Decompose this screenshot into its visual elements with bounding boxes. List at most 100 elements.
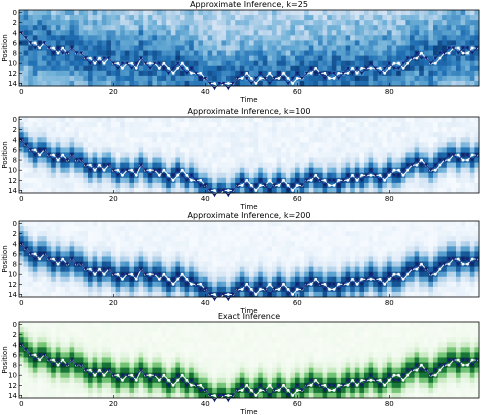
x-tick-label: 80 <box>385 88 394 96</box>
heatmap-cell <box>65 75 70 82</box>
heatmap-cell <box>446 10 452 16</box>
heatmap-cell <box>23 55 29 62</box>
heatmap-cell <box>387 55 392 62</box>
heatmap-cell <box>161 70 167 77</box>
heatmap-cell <box>65 256 70 262</box>
heatmap-cell <box>226 65 231 72</box>
heatmap-cell <box>157 35 162 41</box>
heatmap-cell <box>377 286 383 293</box>
heatmap-cell <box>78 281 84 288</box>
heatmap-cell <box>313 231 319 237</box>
observed-point <box>130 168 134 172</box>
heatmap-cell <box>249 132 254 138</box>
heatmap-cell <box>184 137 190 143</box>
heatmap-cell <box>235 291 241 298</box>
heatmap-cell <box>60 75 66 82</box>
heatmap-cell <box>331 65 337 72</box>
plot-frame <box>18 116 480 194</box>
heatmap-cell <box>157 291 162 298</box>
heatmap-cell <box>23 10 29 16</box>
heatmap-cell <box>446 266 452 273</box>
heatmap-cell <box>124 261 130 267</box>
heatmap-cell <box>216 251 222 257</box>
heatmap-cell <box>272 65 277 72</box>
heatmap-cell <box>359 246 365 252</box>
observed-point <box>33 41 37 45</box>
heatmap-cell <box>180 20 185 26</box>
heatmap-cell <box>88 281 93 288</box>
heatmap-cell <box>304 157 310 163</box>
heatmap-cell <box>28 137 34 143</box>
heatmap-cell <box>272 226 277 232</box>
heatmap-cell <box>258 276 264 283</box>
heatmap-cell <box>318 167 323 174</box>
heatmap-cell <box>244 157 250 163</box>
heatmap-cell <box>235 15 241 21</box>
true-point <box>350 71 355 76</box>
heatmap-cell <box>203 221 208 227</box>
heatmap-cell <box>359 162 365 169</box>
heatmap-cell <box>290 50 296 56</box>
heatmap-cell <box>120 231 126 237</box>
heatmap-cell <box>336 157 342 163</box>
observed-point <box>456 153 460 157</box>
heatmap-cell <box>138 172 144 179</box>
heatmap-cell <box>322 117 328 123</box>
heatmap-cell <box>446 127 452 133</box>
heatmap-cell <box>249 117 254 123</box>
true-point <box>290 183 295 188</box>
heatmap-cell <box>391 261 397 267</box>
heatmap-cell <box>23 291 29 298</box>
heatmap-cell <box>124 241 130 247</box>
heatmap-cell <box>460 281 466 288</box>
x-tick-label: 0 <box>19 195 23 203</box>
heatmap-cell <box>65 30 70 36</box>
heatmap-cell <box>267 226 273 232</box>
heatmap-cell <box>97 291 103 298</box>
heatmap-cell <box>69 281 75 288</box>
heatmap-cell <box>32 80 38 87</box>
heatmap-cell <box>37 291 43 298</box>
heatmap-cell <box>276 35 282 41</box>
heatmap-cell <box>161 266 167 273</box>
heatmap-cell <box>474 65 480 72</box>
observed-point <box>88 56 92 60</box>
heatmap-cell <box>308 246 314 252</box>
heatmap-cell <box>74 25 80 31</box>
heatmap-cell <box>428 30 434 36</box>
heatmap-cell <box>152 281 158 288</box>
heatmap-cell <box>322 226 328 232</box>
heatmap-cell <box>437 70 443 77</box>
true-point <box>129 66 134 71</box>
heatmap-cell <box>92 221 98 227</box>
heatmap-cell <box>216 122 222 128</box>
heatmap-cell <box>184 167 190 174</box>
heatmap-cell <box>221 256 227 262</box>
heatmap-cell <box>308 10 314 16</box>
heatmap-cell <box>129 226 135 232</box>
heatmap-cell <box>152 35 158 41</box>
observed-point <box>259 77 262 80</box>
observed-point <box>38 257 42 261</box>
heatmap-cell <box>428 20 434 26</box>
heatmap-cell <box>258 147 264 153</box>
heatmap-cell <box>111 152 116 158</box>
heatmap-cell <box>262 241 268 247</box>
observed-point <box>245 178 249 182</box>
heatmap-cell <box>451 157 457 163</box>
heatmap-cell <box>414 286 420 293</box>
true-point <box>263 183 267 188</box>
true-point <box>461 46 465 50</box>
heatmap-cell <box>451 15 457 21</box>
heatmap-cell <box>364 261 369 267</box>
heatmap-cell <box>327 236 333 242</box>
heatmap-cell <box>469 75 475 82</box>
heatmap-cell <box>428 65 434 72</box>
true-point <box>120 61 125 65</box>
heatmap-cell <box>60 117 66 123</box>
heatmap-cell <box>60 122 66 128</box>
heatmap-cell <box>203 226 208 232</box>
y-tick-label: 2 <box>13 126 17 134</box>
true-point <box>70 153 74 157</box>
heatmap-cell <box>428 80 434 87</box>
